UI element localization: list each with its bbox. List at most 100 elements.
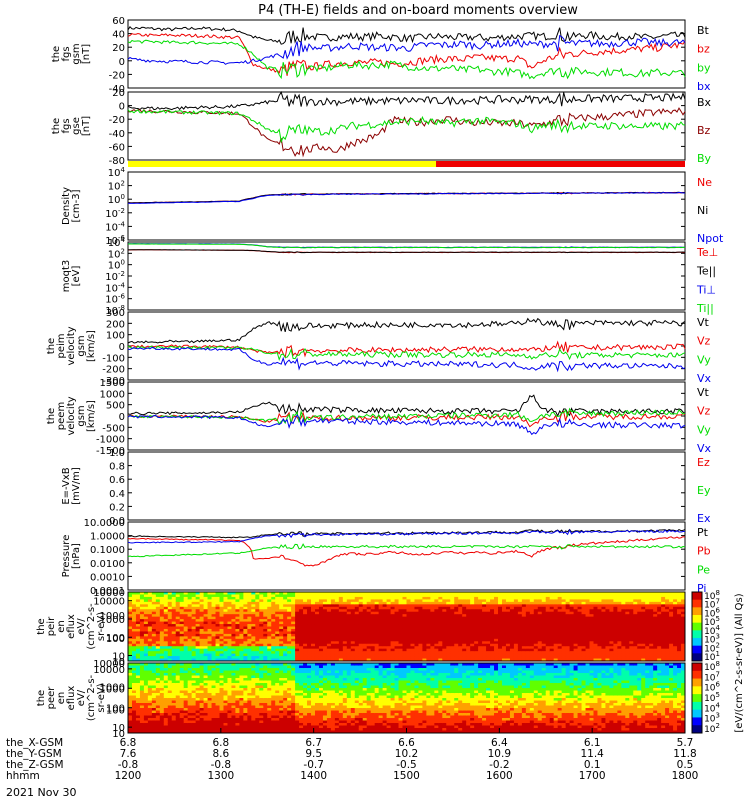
spectrogram-cell bbox=[342, 616, 348, 620]
spectrogram-cell bbox=[151, 673, 157, 676]
spectrogram-cell bbox=[569, 646, 575, 650]
spectrogram-cell bbox=[227, 651, 232, 655]
spectrogram-cell bbox=[255, 599, 260, 603]
spectrogram-cell bbox=[529, 596, 535, 600]
spectrogram-cell bbox=[422, 643, 427, 647]
spectrogram-cell bbox=[311, 651, 316, 655]
spectrogram-cell bbox=[211, 718, 217, 721]
spectrogram-cell bbox=[418, 594, 423, 598]
spectrogram-cell bbox=[494, 594, 499, 598]
spectrogram-cell bbox=[143, 700, 149, 704]
spectrogram-cell bbox=[466, 594, 471, 598]
spectrogram-cell bbox=[581, 609, 587, 613]
spectrogram-cell bbox=[199, 723, 205, 726]
spectrogram-cell bbox=[251, 592, 256, 595]
spectrogram-cell bbox=[187, 700, 193, 704]
y-tick-label: 102 bbox=[108, 247, 125, 260]
spectrogram-cell bbox=[263, 638, 268, 642]
spectrogram-cell bbox=[505, 653, 511, 657]
spectrogram-cell bbox=[669, 599, 674, 603]
spectrogram-cell bbox=[486, 643, 491, 647]
spectrogram-cell bbox=[625, 611, 630, 615]
spectrogram-cell bbox=[179, 631, 185, 635]
spectrogram-cell bbox=[167, 685, 173, 689]
spectrogram-cell bbox=[629, 626, 634, 630]
legend-entry: Bx bbox=[697, 96, 712, 109]
spectrogram-cell bbox=[183, 728, 189, 731]
spectrogram-cell bbox=[287, 653, 292, 657]
spectrogram-cell bbox=[291, 594, 296, 598]
spectrogram-cell bbox=[223, 663, 228, 666]
spectrogram-cell bbox=[525, 611, 531, 615]
spectrogram-cell bbox=[251, 624, 256, 627]
spectrogram-cell bbox=[490, 624, 495, 627]
spectrogram-cell bbox=[573, 611, 579, 615]
spectrogram-cell bbox=[681, 604, 686, 608]
spectrogram-cell bbox=[565, 656, 571, 660]
spectrogram-cell bbox=[533, 631, 539, 635]
spectrogram-cell bbox=[155, 609, 161, 613]
spectrogram-cell bbox=[486, 624, 491, 627]
spectrogram-cell bbox=[147, 683, 153, 686]
spectrogram-cell bbox=[402, 594, 407, 598]
spectrogram-cell bbox=[450, 651, 455, 655]
spectrogram-cell bbox=[239, 594, 244, 598]
spectrogram-cell bbox=[167, 596, 173, 600]
spectrogram-cell bbox=[561, 636, 567, 640]
spectrogram-cell bbox=[318, 653, 324, 657]
spectrogram-cell bbox=[665, 616, 670, 620]
spectrogram-cell bbox=[633, 633, 638, 637]
spectrogram-cell bbox=[139, 678, 145, 681]
spectrogram-cell bbox=[673, 653, 678, 657]
spectrogram-cell bbox=[219, 592, 224, 595]
spectrogram-cell bbox=[223, 728, 228, 731]
spectrogram-cell bbox=[657, 656, 662, 660]
spectrogram-cell bbox=[470, 604, 475, 608]
spectrogram-cell bbox=[354, 594, 360, 598]
spectrogram-cell bbox=[589, 641, 594, 645]
spectrogram-cell bbox=[175, 646, 181, 650]
spectrogram-cell bbox=[326, 646, 332, 650]
spectrogram-cell bbox=[311, 636, 316, 640]
spectrogram-cell bbox=[239, 643, 244, 647]
spectrogram-cell bbox=[565, 606, 571, 610]
spectrogram-cell bbox=[490, 643, 495, 647]
spectrogram-cell bbox=[143, 619, 149, 623]
spectrogram-cell bbox=[247, 648, 252, 652]
spectrogram-cell bbox=[128, 690, 133, 694]
spectrogram-cell bbox=[557, 653, 563, 657]
spectrogram-cell bbox=[581, 628, 587, 632]
spectrogram-cell bbox=[163, 678, 169, 681]
spectrogram-cell bbox=[267, 601, 272, 605]
spectrogram-cell bbox=[629, 596, 634, 600]
spectrogram-cell bbox=[163, 700, 169, 704]
spectrogram-cell bbox=[434, 628, 439, 632]
spectrogram-cell bbox=[219, 663, 224, 666]
spectrogram-cell bbox=[541, 621, 547, 625]
spectrogram-cell bbox=[155, 606, 161, 610]
spectrogram-cell bbox=[529, 638, 535, 642]
spectrogram-cell bbox=[633, 621, 638, 625]
spectrogram-cell bbox=[135, 668, 141, 671]
spectrogram-cell bbox=[394, 601, 400, 605]
spectrogram-cell bbox=[541, 596, 547, 600]
spectrogram-cell bbox=[537, 648, 543, 652]
spectrogram-cell bbox=[426, 653, 431, 657]
spectrogram-cell bbox=[326, 604, 332, 608]
spectrogram-cell bbox=[470, 619, 475, 623]
spectrogram-cell bbox=[135, 616, 141, 620]
spectrogram-cell bbox=[215, 678, 221, 681]
spectrogram-cell bbox=[159, 599, 165, 603]
spectrogram-cell bbox=[378, 596, 384, 600]
spectrogram-cell bbox=[219, 641, 224, 645]
spectrogram-cell bbox=[195, 718, 201, 721]
spectrogram-cell bbox=[203, 713, 209, 716]
spectrogram-cell bbox=[191, 592, 197, 595]
spectrogram-cell bbox=[533, 609, 539, 613]
legend-entry: Npot bbox=[697, 232, 724, 245]
spectrogram-cell bbox=[163, 601, 169, 605]
spectrogram-cell bbox=[235, 614, 240, 618]
spectrogram-cell bbox=[474, 648, 479, 652]
spectrogram-cell bbox=[279, 616, 284, 620]
spectrogram-cell bbox=[314, 606, 320, 610]
